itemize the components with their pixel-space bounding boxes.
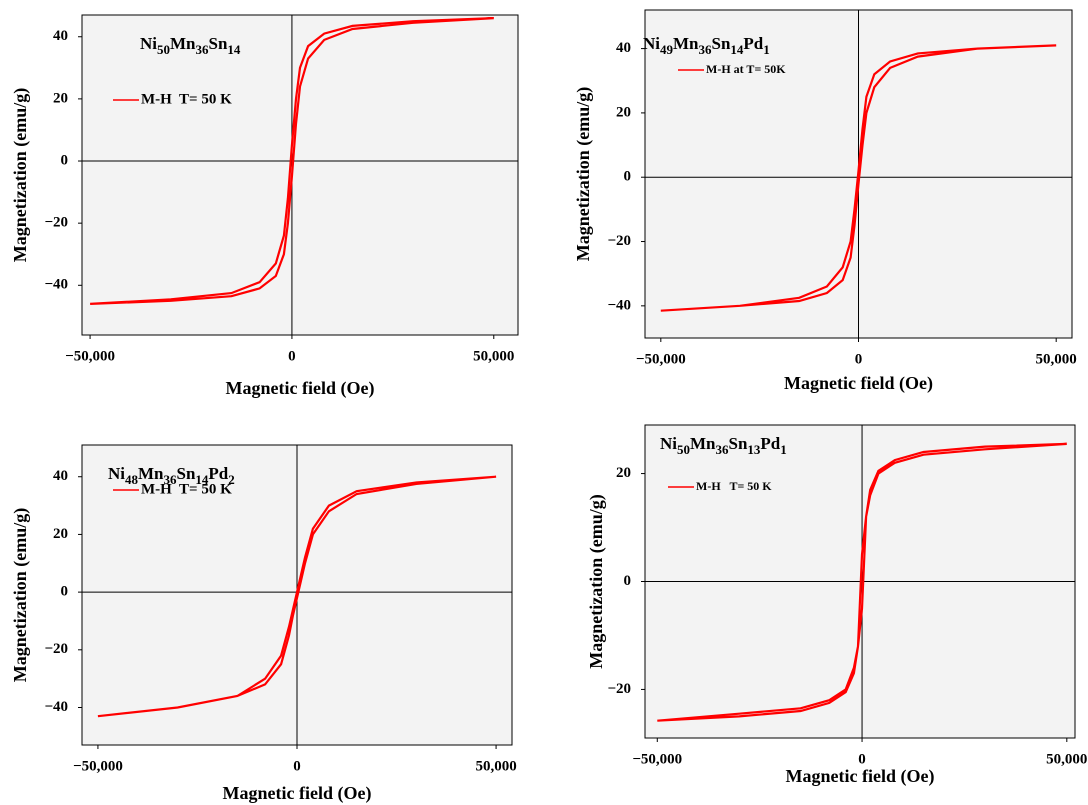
title-subscript: 2 [228, 472, 235, 487]
y-tick-label: 20 [616, 465, 631, 481]
y-tick-label: −40 [44, 699, 68, 715]
y-tick-label: 40 [53, 468, 68, 484]
title-element: Pd [760, 434, 780, 453]
y-axis-label: Magnetization (emu/g) [10, 508, 31, 682]
y-tick-label: 0 [61, 152, 69, 168]
x-tick-label: 0 [293, 758, 301, 774]
title-element: Sn [177, 464, 196, 483]
title-element: Mn [690, 434, 716, 453]
y-tick-label: 0 [624, 169, 632, 185]
title-subscript: 13 [747, 442, 761, 457]
y-tick-label: 40 [53, 28, 68, 44]
panel-title: Ni50Mn36Sn13Pd1 [660, 434, 787, 457]
title-element: Pd [208, 464, 228, 483]
x-tick-label: 50,000 [1036, 351, 1077, 367]
title-subscript: 14 [195, 472, 209, 487]
y-tick-label: 20 [53, 526, 68, 542]
title-element: Ni [660, 434, 677, 453]
x-tick-label: 50,000 [475, 758, 516, 774]
x-tick-label: 50,000 [1046, 751, 1087, 767]
title-element: Mn [673, 34, 699, 53]
x-axis-label: Magnetic field (Oe) [784, 373, 933, 394]
title-subscript: 48 [125, 472, 139, 487]
title-subscript: 36 [164, 472, 178, 487]
title-subscript: 1 [763, 42, 770, 57]
title-subscript: 1 [780, 442, 787, 457]
x-tick-label: −50,000 [65, 348, 115, 364]
legend-label: M-H T= 50 K [141, 91, 232, 107]
hysteresis-curve [90, 17, 494, 305]
title-subscript: 14 [730, 42, 744, 57]
plot-area [81, 14, 519, 336]
x-tick-label: −50,000 [73, 758, 123, 774]
x-tick-label: 50,000 [473, 348, 514, 364]
legend-label: M-H T= 50 K [696, 479, 772, 493]
title-element: Ni [140, 34, 157, 53]
x-tick-label: 0 [855, 351, 863, 367]
title-subscript: 36 [196, 42, 210, 57]
panel-title: Ni49Mn36Sn14Pd1 [643, 34, 770, 57]
y-tick-label: 40 [616, 40, 631, 56]
hysteresis-curve [97, 475, 497, 718]
title-subscript: 49 [660, 42, 674, 57]
hysteresis-curve [657, 442, 1067, 722]
panel-title: Ni48Mn36Sn14Pd2 [108, 464, 235, 487]
y-tick-label: −20 [607, 233, 631, 249]
x-tick-label: 0 [288, 348, 296, 364]
y-tick-label: −40 [44, 277, 68, 293]
hysteresis-curve [660, 44, 1057, 312]
y-tick-label: 20 [616, 104, 631, 120]
y-tick-label: −20 [44, 215, 68, 231]
title-element: Mn [170, 34, 196, 53]
title-element: Ni [643, 34, 660, 53]
title-element: Sn [209, 34, 228, 53]
y-axis-label: Magnetization (emu/g) [586, 494, 607, 668]
y-tick-label: −20 [44, 641, 68, 657]
y-tick-label: 0 [624, 573, 632, 589]
title-subscript: 50 [677, 442, 690, 457]
title-element: Pd [743, 34, 763, 53]
title-subscript: 36 [699, 42, 713, 57]
legend-label: M-H at T= 50K [706, 62, 786, 76]
y-tick-label: 0 [61, 584, 69, 600]
title-subscript: 36 [716, 442, 730, 457]
title-subscript: 14 [227, 42, 241, 57]
title-element: Mn [138, 464, 164, 483]
title-subscript: 50 [157, 42, 170, 57]
y-tick-label: −20 [607, 681, 631, 697]
title-element: Sn [712, 34, 731, 53]
x-tick-label: 0 [858, 751, 866, 767]
y-tick-label: 20 [53, 90, 68, 106]
x-axis-label: Magnetic field (Oe) [226, 378, 375, 399]
y-tick-label: −40 [607, 297, 631, 313]
x-axis-label: Magnetic field (Oe) [786, 766, 935, 787]
y-axis-label: Magnetization (emu/g) [573, 87, 594, 261]
title-element: Ni [108, 464, 125, 483]
panel-title: Ni50Mn36Sn14 [140, 34, 241, 57]
legend-label: M-H T= 50 K [141, 481, 232, 497]
title-element: Sn [729, 434, 748, 453]
x-tick-label: −50,000 [632, 751, 682, 767]
x-axis-label: Magnetic field (Oe) [223, 783, 372, 804]
x-tick-label: −50,000 [636, 351, 686, 367]
y-axis-label: Magnetization (emu/g) [10, 88, 31, 262]
